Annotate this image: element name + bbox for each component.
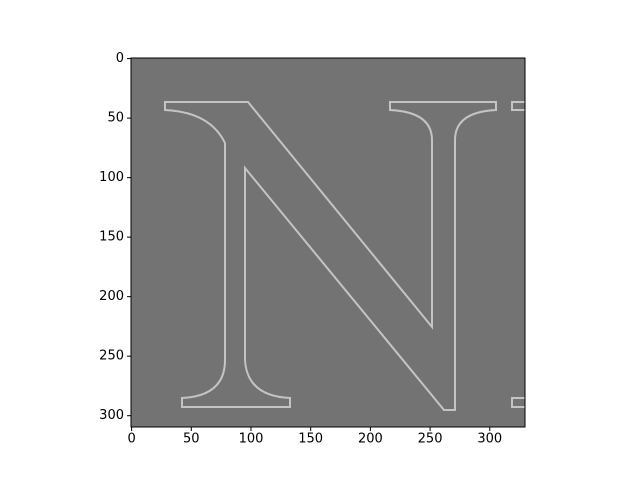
x-tick-label: 100 [239, 432, 264, 447]
y-tick-label: 200 [99, 289, 124, 304]
x-tick-label: 250 [418, 432, 443, 447]
axes-frame [130, 57, 526, 428]
x-tick-label: 300 [477, 432, 502, 447]
y-tick-label: 50 [107, 111, 124, 126]
next-letter-serif [511, 101, 525, 111]
x-tick-label: 50 [183, 432, 200, 447]
letter-edges [164, 101, 525, 411]
letter-n-outline [164, 101, 497, 411]
x-tick-label: 0 [127, 432, 135, 447]
y-tick-label: 300 [99, 408, 124, 423]
y-tick-label: 0 [116, 51, 124, 66]
x-tick-label: 200 [358, 432, 383, 447]
y-tick-label: 150 [99, 230, 124, 245]
next-letter-serif [511, 397, 525, 408]
y-tick-label: 250 [99, 349, 124, 364]
y-tick-label: 100 [99, 170, 124, 185]
x-tick-label: 150 [298, 432, 323, 447]
image-area [131, 58, 525, 427]
